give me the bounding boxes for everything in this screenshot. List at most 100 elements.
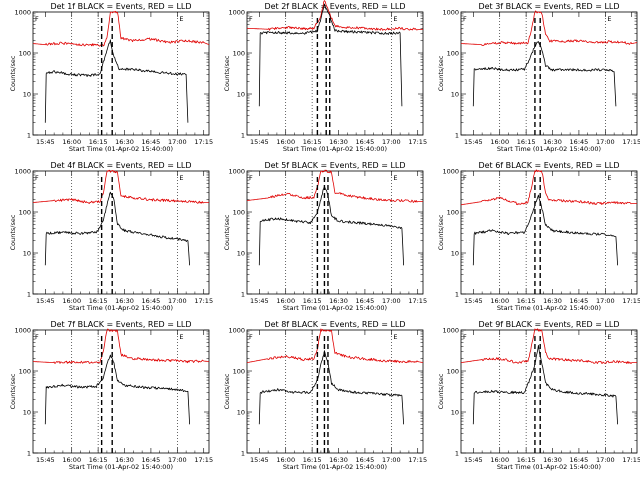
x-tick-label: 16:15 [89,297,108,305]
marker-f: F [463,174,467,182]
x-tick-label: 16:45 [142,297,161,305]
marker-f: F [463,15,467,23]
x-tick-label: 16:30 [543,138,562,146]
x-tick-label: 16:30 [115,297,134,305]
x-tick-label: 17:15 [622,297,640,305]
chart-title: Det 9f BLACK = Events, RED = LLD [478,320,619,329]
x-tick-label: 16:45 [570,456,589,464]
plot-frame [246,170,424,295]
series-line-events [258,3,403,107]
x-tick-label: 16:45 [356,297,375,305]
x-tick-label: 16:30 [543,297,562,305]
plot-frame [460,329,638,454]
chart-panel-7: Det 7f BLACK = Events, RED = LLD 1 10 100 10… [9,320,213,471]
x-tick-label: 15:45 [250,297,269,305]
plot-frame [246,329,424,454]
y-tick-label: 1000 [442,9,459,17]
series-line-events [258,350,404,425]
x-tick-label: 17:00 [382,456,401,464]
series-line-lld [246,169,423,203]
x-tick-label: 16:00 [62,138,81,146]
x-tick-label: 17:15 [194,456,213,464]
series-line-lld [33,10,210,47]
y-axis-label: Counts/sec [9,55,17,91]
plot-frame [460,11,638,136]
y-tick-label: 1 [241,450,245,458]
y-tick-label: 10 [237,250,245,258]
x-tick-label: 17:15 [408,297,427,305]
series-line-lld [246,328,424,364]
y-tick-label: 1 [455,450,459,458]
marker-f: F [249,15,253,23]
series-line-events [44,39,189,123]
marker-f: F [249,333,253,341]
x-tick-label: 16:30 [115,456,134,464]
marker-e: E [607,174,611,182]
marker-f: F [35,333,39,341]
x-axis-label: Start Time (01-Apr-02 15:40:00) [497,304,601,312]
series-line-events [472,194,618,266]
y-tick-label: 100 [447,50,459,58]
x-tick-label: 16:00 [490,456,509,464]
x-tick-label: 16:15 [303,138,322,146]
x-tick-label: 16:15 [517,138,536,146]
chart-title: Det 6f BLACK = Events, RED = LLD [478,161,619,170]
x-tick-label: 16:45 [142,456,161,464]
y-tick-label: 1000 [14,327,31,335]
x-tick-label: 16:30 [329,297,348,305]
marker-e: E [393,333,397,341]
y-tick-label: 100 [447,209,459,217]
x-tick-label: 17:00 [382,138,401,146]
chart-panel-6: Det 6f BLACK = Events, RED = LLD 1 10 100 10… [437,161,640,312]
x-tick-label: 17:00 [596,297,615,305]
plot-frame [246,11,424,136]
x-tick-label: 17:15 [194,297,213,305]
x-tick-label: 17:15 [408,456,427,464]
y-tick-label: 100 [19,50,31,58]
y-tick-label: 1 [455,132,459,140]
series-line-lld [32,169,209,204]
x-tick-label: 17:15 [622,138,640,146]
y-tick-label: 1000 [14,168,31,176]
y-tick-label: 10 [23,250,31,258]
x-tick-label: 16:45 [356,138,375,146]
y-tick-label: 10 [451,409,459,417]
x-tick-label: 17:00 [596,138,615,146]
marker-e: E [179,174,183,182]
plot-frame [32,329,210,454]
x-tick-label: 16:30 [329,456,348,464]
y-tick-label: 10 [23,409,31,417]
x-tick-label: 16:45 [356,456,375,464]
y-tick-label: 100 [19,368,31,376]
marker-e: E [179,15,183,23]
marker-e: E [607,333,611,341]
y-tick-label: 10 [237,409,245,417]
y-tick-label: 10 [451,250,459,258]
y-axis-label: Counts/sec [9,214,17,250]
x-axis-label: Start Time (01-Apr-02 15:40:00) [283,463,387,471]
y-tick-label: 1 [455,291,459,299]
marker-f: F [35,15,39,23]
x-tick-label: 15:45 [464,297,483,305]
marker-e: E [393,15,397,23]
x-tick-label: 16:00 [276,297,295,305]
x-tick-label: 16:15 [517,456,536,464]
marker-e: E [607,15,611,23]
x-tick-label: 16:30 [543,456,562,464]
marker-f: F [249,174,253,182]
x-tick-label: 16:00 [62,456,81,464]
x-tick-label: 15:45 [464,456,483,464]
x-tick-label: 15:45 [36,297,55,305]
x-axis-label: Start Time (01-Apr-02 15:40:00) [283,304,387,312]
x-tick-label: 16:15 [89,138,108,146]
chart-title: Det 2f BLACK = Events, RED = LLD [264,2,405,11]
y-tick-label: 10 [23,91,31,99]
x-tick-label: 17:00 [168,297,187,305]
y-tick-label: 100 [19,209,31,217]
x-tick-label: 15:45 [250,138,269,146]
x-tick-label: 16:00 [62,297,81,305]
y-tick-label: 1000 [442,327,459,335]
chart-title: Det 8f BLACK = Events, RED = LLD [264,320,405,329]
x-axis-label: Start Time (01-Apr-02 15:40:00) [69,304,173,312]
chart-panel-1: Det 1f BLACK = Events, RED = LLD 1 10 100 10… [9,2,213,153]
